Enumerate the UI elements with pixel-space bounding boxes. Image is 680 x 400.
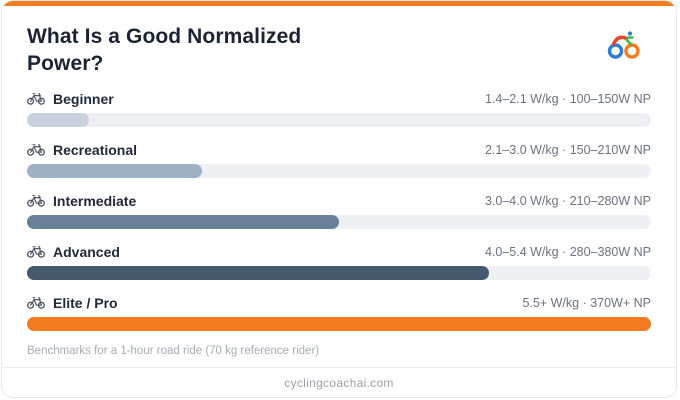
level-range: 3.0–4.0 W/kg · 210–280W NP — [484, 193, 651, 208]
bar-track — [27, 113, 651, 127]
page-title: What Is a Good Normalized Power? — [27, 25, 302, 75]
bicycle-icon — [27, 296, 45, 309]
level-range: 4.0–5.4 W/kg · 280–380W NP — [484, 244, 651, 259]
level-row: Intermediate 3.0–4.0 W/kg · 210–280W NP — [27, 192, 651, 229]
level-label: Intermediate — [53, 192, 137, 209]
bar-fill — [27, 266, 489, 280]
bicycle-icon — [27, 92, 45, 105]
header: What Is a Good Normalized Power? — [27, 23, 651, 77]
card-content: What Is a Good Normalized Power? — [2, 6, 676, 357]
level-label: Advanced — [53, 243, 120, 260]
level-row: Elite / Pro 5.5+ W/kg · 370W+ NP — [27, 294, 651, 331]
level-range: 2.1–3.0 W/kg · 150–210W NP — [484, 142, 651, 157]
bar-track — [27, 215, 651, 229]
bar-fill — [27, 215, 339, 229]
level-row-head: Beginner 1.4–2.1 W/kg · 100–150W NP — [27, 90, 651, 107]
bar-track — [27, 317, 651, 331]
level-label: Elite / Pro — [53, 294, 118, 311]
footnote: Benchmarks for a 1-hour road ride (70 kg… — [27, 345, 320, 357]
level-row-left: Recreational — [27, 142, 137, 158]
level-row-left: Intermediate — [27, 193, 136, 209]
cyclist-logo-icon — [605, 29, 643, 66]
level-row-left: Advanced — [27, 244, 120, 260]
level-row-left: Elite / Pro — [27, 295, 118, 311]
bicycle-icon — [27, 143, 45, 156]
level-row: Beginner 1.4–2.1 W/kg · 100–150W NP — [27, 90, 651, 127]
level-row: Recreational 2.1–3.0 W/kg · 150–210W NP — [27, 141, 651, 178]
level-label: Recreational — [53, 141, 138, 158]
bicycle-icon — [27, 194, 45, 207]
level-row-head: Advanced 4.0–5.4 W/kg · 280–380W NP — [27, 243, 651, 260]
footer: cyclingcoachai.com — [2, 367, 676, 397]
bar-track — [27, 164, 651, 178]
bicycle-icon — [27, 245, 45, 258]
level-range: 1.4–2.1 W/kg · 100–150W NP — [484, 91, 651, 106]
levels-list: Beginner 1.4–2.1 W/kg · 100–150W NP Recr… — [27, 90, 651, 331]
level-row: Advanced 4.0–5.4 W/kg · 280–380W NP — [27, 243, 651, 280]
level-row-left: Beginner — [27, 91, 114, 107]
footer-site-url: cyclingcoachai.com — [284, 375, 394, 390]
top-accent-bar — [2, 1, 676, 6]
level-row-head: Recreational 2.1–3.0 W/kg · 150–210W NP — [27, 141, 651, 158]
level-row-head: Elite / Pro 5.5+ W/kg · 370W+ NP — [27, 294, 651, 311]
bar-fill — [27, 317, 651, 331]
bar-fill — [27, 113, 90, 127]
bar-fill — [27, 164, 202, 178]
level-label: Beginner — [53, 90, 114, 107]
bar-track — [27, 266, 651, 280]
level-range: 5.5+ W/kg · 370W+ NP — [522, 295, 651, 310]
level-row-head: Intermediate 3.0–4.0 W/kg · 210–280W NP — [27, 192, 651, 209]
